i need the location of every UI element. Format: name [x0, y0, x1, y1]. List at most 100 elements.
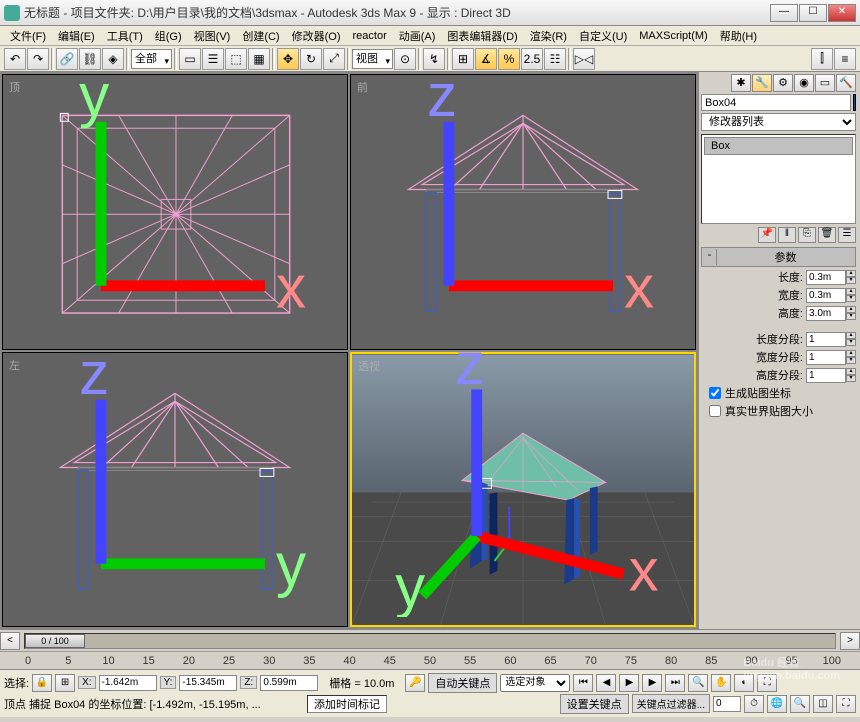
pin-stack-button[interactable]: 📌 — [758, 227, 776, 243]
x-coord-input[interactable] — [99, 675, 157, 691]
time-thumb[interactable]: 0 / 100 — [25, 634, 85, 648]
gen-mapping-checkbox[interactable] — [709, 387, 721, 399]
lock-button[interactable]: 🔒 — [32, 674, 52, 692]
stack-item-box[interactable]: Box — [704, 137, 853, 155]
make-unique-button[interactable]: ⎘ — [798, 227, 816, 243]
ref-coord-select[interactable]: 视图 — [352, 49, 393, 69]
svg-text:y: y — [276, 531, 306, 598]
height-label: 高度: — [778, 305, 803, 321]
window-controls: — ☐ ✕ — [770, 4, 856, 22]
object-name-input[interactable] — [701, 94, 851, 111]
hsegs-down[interactable]: ▾ — [846, 375, 856, 382]
viewport-left[interactable]: 左 yz — [2, 352, 348, 628]
menu-edit[interactable]: 编辑(E) — [52, 28, 101, 44]
next-frame-button[interactable]: ▶ — [642, 674, 662, 692]
height-input[interactable] — [806, 306, 846, 321]
menu-graph[interactable]: 图表编辑器(D) — [441, 28, 523, 44]
menu-group[interactable]: 组(G) — [149, 28, 188, 44]
z-coord-input[interactable] — [260, 675, 318, 691]
motion-tab[interactable]: ◉ — [794, 74, 814, 92]
command-panel: ✱ 🔧 ⚙ ◉ ▭ 🔨 修改器列表 Box 📌 ‖ ⎘ 🗑 ☰ -参数 长度: ▴… — [698, 72, 858, 629]
params-rollout-header[interactable]: -参数 — [701, 247, 856, 267]
setkey-button[interactable]: 设置关键点 — [560, 694, 629, 714]
lsegs-input[interactable] — [806, 332, 846, 347]
timeline-left-button[interactable]: < — [0, 632, 20, 650]
hsegs-up[interactable]: ▴ — [846, 368, 856, 375]
length-input[interactable] — [806, 270, 846, 285]
menu-file[interactable]: 文件(F) — [4, 28, 52, 44]
key-target-select[interactable]: 选定对象 — [500, 674, 570, 692]
width-input[interactable] — [806, 288, 846, 303]
menu-views[interactable]: 视图(V) — [188, 28, 237, 44]
time-config-button[interactable]: ⏱ — [744, 695, 764, 713]
length-up[interactable]: ▴ — [846, 270, 856, 277]
modifier-list-select[interactable]: 修改器列表 — [701, 113, 856, 131]
params-rollout: -参数 长度:▴▾ 宽度:▴▾ 高度:▴▾ 长度分段:▴▾ 宽度分段:▴▾ 高度… — [701, 247, 856, 419]
nav-pan-button[interactable]: ✋ — [711, 674, 731, 692]
wsegs-down[interactable]: ▾ — [846, 357, 856, 364]
y-label: Y: — [160, 676, 177, 689]
modifier-stack[interactable]: Box — [701, 134, 856, 224]
real-world-checkbox[interactable] — [709, 405, 721, 417]
modify-tab[interactable]: 🔧 — [752, 74, 772, 92]
nav-zoom2-button[interactable]: 🔍 — [790, 695, 810, 713]
hierarchy-tab[interactable]: ⚙ — [773, 74, 793, 92]
lsegs-down[interactable]: ▾ — [846, 339, 856, 346]
timeline-right-button[interactable]: > — [840, 632, 860, 650]
add-time-tag[interactable]: 添加时间标记 — [307, 695, 387, 713]
menu-maxscript[interactable]: MAXScript(M) — [633, 30, 713, 42]
viewport-perspective[interactable]: 透视 — [350, 352, 696, 628]
selection-filter[interactable]: 全部 — [131, 49, 172, 69]
create-tab[interactable]: ✱ — [731, 74, 751, 92]
viewport-front[interactable]: 前 xz — [350, 74, 696, 350]
utilities-tab[interactable]: 🔨 — [836, 74, 856, 92]
menu-customize[interactable]: 自定义(U) — [573, 28, 633, 44]
time-slider[interactable]: 0 / 100 — [24, 633, 836, 649]
nav-max-button[interactable]: ⛶ — [757, 674, 777, 692]
align-button[interactable]: ⫿ — [811, 48, 833, 70]
wsegs-input[interactable] — [806, 350, 846, 365]
display-tab[interactable]: ▭ — [815, 74, 835, 92]
length-label: 长度: — [778, 269, 803, 285]
maximize-button[interactable]: ☐ — [799, 4, 827, 22]
lsegs-up[interactable]: ▴ — [846, 332, 856, 339]
width-up[interactable]: ▴ — [846, 288, 856, 295]
configure-button[interactable]: ☰ — [838, 227, 856, 243]
key-filter-button[interactable]: 关键点过滤器... — [632, 694, 710, 713]
width-down[interactable]: ▾ — [846, 295, 856, 302]
play-button[interactable]: ▶ — [619, 674, 639, 692]
menu-modifiers[interactable]: 修改器(O) — [286, 28, 347, 44]
show-end-button[interactable]: ‖ — [778, 227, 796, 243]
abs-button[interactable]: ⊞ — [55, 674, 75, 692]
menu-animation[interactable]: 动画(A) — [393, 28, 442, 44]
nav-arc-button[interactable]: 🌐 — [767, 695, 787, 713]
close-button[interactable]: ✕ — [828, 4, 856, 22]
key-icon[interactable]: 🔑 — [405, 674, 425, 692]
hsegs-input[interactable] — [806, 368, 846, 383]
layers-button[interactable]: ≡ — [834, 48, 856, 70]
goto-end-button[interactable]: ⏭ — [665, 674, 685, 692]
current-frame-input[interactable] — [713, 696, 741, 712]
viewport-top[interactable]: 顶 xy — [2, 74, 348, 350]
height-down[interactable]: ▾ — [846, 313, 856, 320]
minimize-button[interactable]: — — [770, 4, 798, 22]
nav-fov-button[interactable]: ◐ — [734, 674, 754, 692]
length-down[interactable]: ▾ — [846, 277, 856, 284]
object-color-swatch[interactable] — [853, 94, 856, 111]
prev-frame-button[interactable]: ◀ — [596, 674, 616, 692]
wsegs-up[interactable]: ▴ — [846, 350, 856, 357]
menu-reactor[interactable]: reactor — [347, 30, 393, 42]
menu-tools[interactable]: 工具(T) — [101, 28, 149, 44]
autokey-button[interactable]: 自动关键点 — [428, 673, 497, 693]
remove-mod-button[interactable]: 🗑 — [818, 227, 836, 243]
goto-start-button[interactable]: ⏮ — [573, 674, 593, 692]
nav-region-button[interactable]: ◫ — [813, 695, 833, 713]
y-coord-input[interactable] — [179, 675, 237, 691]
menu-help[interactable]: 帮助(H) — [714, 28, 763, 44]
svg-text:y: y — [395, 552, 425, 617]
menu-create[interactable]: 创建(C) — [236, 28, 285, 44]
nav-max2-button[interactable]: ⛶ — [836, 695, 856, 713]
height-up[interactable]: ▴ — [846, 306, 856, 313]
menu-render[interactable]: 渲染(R) — [524, 28, 573, 44]
nav-zoom-button[interactable]: 🔍 — [688, 674, 708, 692]
